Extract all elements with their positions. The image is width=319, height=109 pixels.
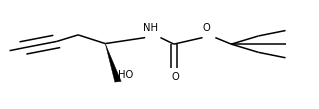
Polygon shape (105, 44, 121, 82)
Text: NH: NH (143, 23, 159, 33)
Text: HO: HO (118, 70, 134, 80)
Text: O: O (172, 72, 179, 82)
Text: O: O (203, 23, 210, 33)
